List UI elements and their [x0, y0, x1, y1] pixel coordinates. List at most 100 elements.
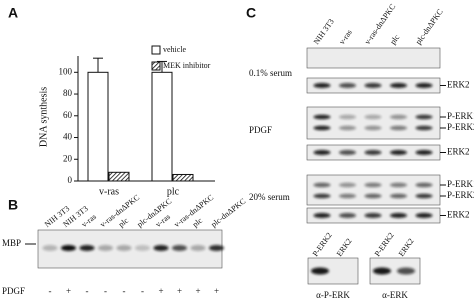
band [415, 193, 433, 199]
legend-label: MEK inhibitor [163, 61, 211, 70]
treatment-sign: - [104, 286, 107, 296]
marker-label: ERK2 [447, 147, 470, 157]
band [415, 150, 433, 155]
band [61, 245, 76, 251]
marker-label: P-ERK2 [447, 122, 474, 132]
treatment-sign: - [141, 286, 144, 296]
y-tick-label: 80 [63, 88, 73, 98]
blot [306, 106, 441, 140]
treatment-sign: + [177, 286, 182, 296]
band [135, 245, 150, 251]
lane-label: v-ras [337, 28, 354, 46]
marker-label: ERK2 [447, 80, 470, 90]
x-tick-label: v-ras [99, 186, 119, 197]
lane-label: P-ERK2 [311, 231, 334, 258]
band [364, 193, 382, 199]
y-tick-label: 0 [68, 175, 73, 185]
band [390, 213, 407, 218]
y-axis-title: DNA synthesis [38, 87, 49, 147]
band [153, 245, 169, 251]
lane-label: plc [117, 216, 131, 229]
band [313, 150, 331, 155]
bar [151, 71, 173, 182]
band [364, 150, 382, 155]
band [390, 182, 407, 188]
band [415, 213, 433, 218]
panel-label: B [8, 197, 18, 213]
band [172, 245, 187, 251]
treatment-label: PDGF [2, 286, 25, 296]
treatment-sign: - [49, 286, 52, 296]
band [390, 193, 407, 199]
band [313, 125, 331, 131]
marker-label: P-ERK1 [447, 179, 474, 189]
band [313, 83, 331, 88]
band [373, 267, 391, 275]
lane-label: plc-dnΔPKC [414, 7, 445, 46]
band [397, 267, 415, 275]
band [364, 213, 382, 218]
lane-label: plc-dnΔPKC [209, 197, 247, 229]
band [190, 245, 206, 251]
treatment-sign: - [86, 286, 89, 296]
band [79, 245, 95, 251]
band [313, 193, 331, 199]
panel-label: C [246, 5, 256, 21]
band [313, 182, 331, 188]
blot [306, 174, 441, 206]
band [313, 213, 331, 218]
band [415, 125, 433, 131]
lane-label: NIH 3T3 [312, 17, 336, 46]
treatment-sign: + [195, 286, 200, 296]
legend-swatch [151, 45, 161, 55]
marker-label: P-ERK1 [447, 111, 474, 121]
row-label: MBP [2, 238, 21, 248]
treatment-sign: - [123, 286, 126, 296]
antibody-label: α-P-ERK [316, 290, 350, 300]
band [339, 213, 356, 218]
lane-label: plc-dnΔPKC [135, 197, 173, 229]
blot [306, 47, 441, 69]
marker-label: P-ERK2 [447, 190, 474, 200]
band [364, 182, 382, 188]
band [311, 267, 329, 275]
x-tick-label: plc [167, 186, 180, 197]
y-tick-label: 40 [63, 132, 73, 142]
band [364, 83, 382, 88]
treatment-sign: + [66, 286, 71, 296]
panel-label: A [8, 5, 18, 21]
condition-label: 20% serum [249, 192, 290, 202]
y-tick-label: 100 [59, 66, 73, 76]
bar [172, 173, 194, 182]
treatment-sign: + [158, 286, 163, 296]
band [116, 245, 132, 251]
y-tick-label: 20 [63, 153, 73, 163]
band [339, 83, 356, 88]
lane-label: plc [191, 216, 205, 229]
band [390, 125, 407, 131]
band [313, 114, 331, 120]
band [339, 182, 356, 188]
band [209, 245, 224, 251]
antibody-label: α-ERK [382, 290, 408, 300]
bar [87, 71, 109, 182]
band [415, 83, 433, 88]
band [390, 114, 407, 120]
band [415, 114, 433, 120]
lane-label: ERK2 [397, 237, 416, 259]
band [42, 245, 58, 251]
band [364, 114, 382, 120]
band [339, 114, 356, 120]
marker-label: ERK2 [447, 210, 470, 220]
y-tick-label: 60 [63, 110, 73, 120]
treatment-sign: + [214, 286, 219, 296]
band [390, 83, 407, 88]
bar [108, 171, 130, 182]
band [339, 125, 356, 131]
band [415, 182, 433, 188]
band [390, 150, 407, 155]
band [364, 125, 382, 131]
band [339, 150, 356, 155]
condition-label: 0.1% serum [249, 68, 292, 78]
